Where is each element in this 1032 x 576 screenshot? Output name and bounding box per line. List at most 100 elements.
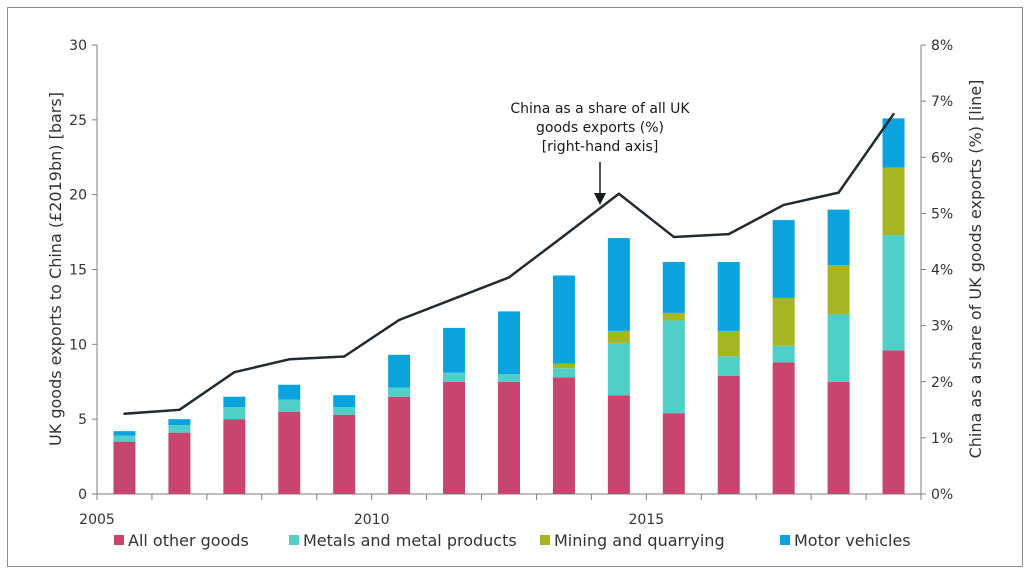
- left-axis: 0 5 10 15 20 25 30: [69, 38, 98, 503]
- bar-segment: [333, 414, 356, 494]
- x-axis-tick-label: 2010: [354, 512, 390, 528]
- bar-segment: [662, 262, 685, 313]
- annotation-text: China as a share of all UK: [510, 101, 690, 117]
- bar-segment: [772, 297, 795, 346]
- bars: [113, 118, 905, 494]
- bar-segment: [717, 330, 740, 357]
- share-line-point: [233, 371, 236, 374]
- share-line-point: [507, 276, 511, 279]
- bar-segment: [443, 327, 466, 373]
- right-axis-tick-label: 2%: [931, 375, 953, 391]
- bar-segment: [223, 396, 246, 408]
- share-line-point: [672, 235, 675, 239]
- bar-segment: [333, 407, 356, 415]
- left-axis-tick-label: 30: [69, 38, 87, 54]
- bar-segment: [498, 311, 520, 375]
- right-axis-tick-label: 3%: [931, 319, 953, 335]
- bar-segment: [772, 362, 795, 494]
- left-axis-tick-label: 5: [78, 412, 87, 428]
- annotation-text: [right-hand axis]: [542, 139, 659, 155]
- bar-segment: [498, 381, 520, 494]
- bar-segment: [168, 419, 191, 426]
- bar-segment: [168, 432, 191, 494]
- left-axis-tick-label: 25: [69, 113, 87, 129]
- left-axis-tick-label: 20: [69, 188, 87, 204]
- bar-segment: [223, 407, 246, 420]
- legend-swatch: [289, 535, 299, 545]
- x-axis-tick-label: 2015: [629, 512, 665, 528]
- legend-label: Metals and metal products: [303, 531, 517, 550]
- right-axis-tick-label: 4%: [931, 263, 953, 279]
- left-axis-tick-label: 15: [69, 263, 87, 279]
- annotation-text: goods exports (%): [536, 120, 664, 136]
- bar-segment: [607, 330, 630, 343]
- bar-segment: [882, 235, 905, 351]
- bar-segment: [552, 275, 575, 364]
- bar-segment: [333, 395, 356, 408]
- left-axis-tick-label: 0: [78, 487, 87, 503]
- bar-segment: [717, 356, 740, 376]
- share-line-point: [562, 234, 566, 238]
- bar-segment: [827, 265, 850, 315]
- share-line-point: [397, 318, 401, 322]
- bar-segment: [278, 399, 301, 412]
- chart-frame: [7, 7, 1023, 567]
- right-axis-tick-label: 8%: [931, 38, 953, 54]
- bar-segment: [772, 345, 795, 363]
- annotation: China as a share of all UK goods exports …: [510, 101, 690, 205]
- share-line-point: [837, 191, 840, 194]
- bar-segment: [882, 118, 905, 168]
- legend-swatch: [540, 535, 550, 545]
- right-axis-tick-label: 0%: [931, 487, 953, 503]
- right-axis-tick-label: 6%: [931, 150, 953, 166]
- bar-segment: [827, 314, 850, 382]
- legend-label: All other goods: [128, 531, 249, 550]
- bar-segment: [607, 395, 630, 494]
- right-axis-tick-label: 1%: [931, 431, 953, 447]
- legend-label: Motor vehicles: [794, 531, 911, 550]
- x-axis: 2005 2010 2015: [79, 493, 922, 528]
- bar-segment: [443, 372, 466, 382]
- legend-swatch: [114, 535, 124, 545]
- bar-segment: [388, 396, 411, 494]
- bar-segment: [168, 425, 191, 433]
- bar-segment: [772, 220, 795, 298]
- x-axis-tick-label: 2005: [79, 512, 115, 528]
- bar-segment: [388, 354, 411, 388]
- right-axis-tick-label: 5%: [931, 206, 953, 222]
- share-line-point: [782, 203, 785, 207]
- right-axis-tick-label: 7%: [931, 94, 953, 110]
- legend-swatch: [780, 535, 790, 545]
- bar-segment: [278, 384, 301, 400]
- bar-segment: [827, 209, 850, 266]
- bar-segment: [882, 350, 905, 494]
- bar-segment: [717, 375, 740, 494]
- share-line-point: [452, 297, 456, 300]
- bar-segment: [498, 374, 520, 382]
- bar-segment: [113, 431, 136, 436]
- bar-segment: [882, 167, 905, 236]
- share-line-point: [178, 408, 181, 412]
- bar-segment: [607, 238, 630, 331]
- right-axis: 0% 1% 2% 3% 4% 5% 6% 7% 8%: [920, 38, 953, 503]
- left-axis-tick-label: 10: [69, 337, 87, 353]
- legend-label: Mining and quarrying: [554, 531, 725, 550]
- bar-segment: [717, 262, 740, 331]
- bar-segment: [278, 411, 301, 494]
- annotation-arrow-head: [594, 193, 606, 205]
- bar-segment: [662, 413, 685, 494]
- bar-segment: [223, 419, 246, 494]
- share-line-point: [727, 232, 730, 236]
- legend: All other goods Metals and metal products…: [114, 531, 911, 550]
- right-axis-title: China as a share of UK goods exports (%)…: [966, 80, 985, 459]
- bar-segment: [388, 387, 411, 397]
- bar-segment: [662, 320, 685, 414]
- share-line-point: [617, 192, 621, 195]
- bar-segment: [113, 441, 136, 494]
- left-axis-title: UK goods exports to China (£2019bn) [bar…: [46, 92, 65, 446]
- share-line-point: [343, 355, 346, 358]
- bar-segment: [113, 435, 136, 442]
- bar-segment: [552, 368, 575, 378]
- share-line-layer: [123, 112, 895, 415]
